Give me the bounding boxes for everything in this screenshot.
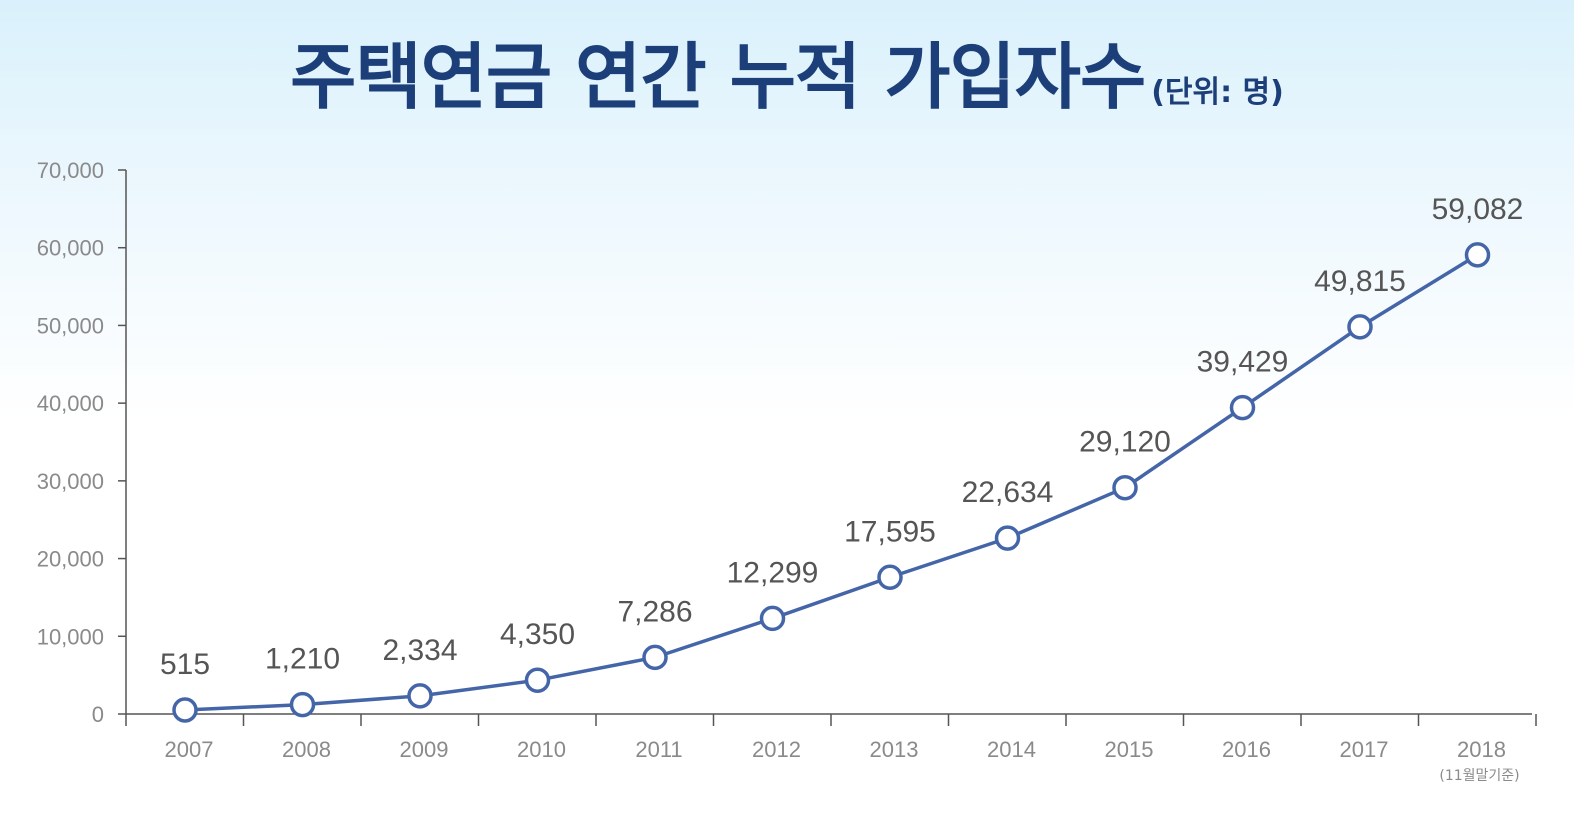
data-point-2014 — [994, 525, 1021, 551]
data-point-2013 — [877, 564, 903, 591]
y-tick-label-5: 50,000 — [37, 313, 104, 338]
data-label-2012: 12,299 — [727, 556, 819, 589]
y-tick-label-1: 10,000 — [37, 624, 104, 649]
x-tick-label-2013: 2013 — [870, 737, 919, 762]
y-tick-label-6: 60,000 — [37, 236, 104, 261]
data-label-2011: 7,286 — [617, 595, 692, 628]
data-label-2009: 2,334 — [382, 634, 457, 667]
chart-unit-label: (단위: 명) — [1151, 75, 1284, 110]
x-tick-label-2016: 2016 — [1222, 737, 1271, 762]
data-label-2008: 1,210 — [265, 643, 340, 676]
y-tick-label-3: 30,000 — [37, 469, 104, 494]
x-tick-label-2015: 2015 — [1105, 737, 1154, 762]
series-line — [184, 253, 1479, 712]
x-axis-note: (11월말기준) — [1439, 768, 1519, 784]
x-tick-label-2014: 2014 — [987, 737, 1036, 762]
x-tick-label-2009: 2009 — [400, 737, 449, 762]
data-point-2009 — [407, 683, 433, 709]
x-tick-label-2008: 2008 — [282, 737, 331, 762]
data-point-2015 — [1112, 474, 1138, 501]
data-label-2018: 59,082 — [1432, 193, 1524, 226]
chart-title: 주택연금 연간 누적 가입자수 (단위: 명) — [0, 18, 1574, 123]
y-tick-label-4: 40,000 — [37, 391, 104, 416]
y-tick-label-2: 20,000 — [37, 547, 104, 572]
y-tick-label-7: 70,000 — [37, 158, 104, 183]
data-label-2010: 4,350 — [500, 618, 575, 651]
x-tick-label-2017: 2017 — [1340, 737, 1389, 762]
data-point-2016 — [1229, 394, 1256, 421]
data-point-2012 — [759, 605, 786, 632]
data-label-2016: 39,429 — [1197, 346, 1289, 379]
y-tick-label-0: 0 — [92, 702, 104, 727]
data-label-2017: 49,815 — [1314, 265, 1406, 298]
data-label-2015: 29,120 — [1079, 426, 1171, 459]
x-tick-label-2012: 2012 — [752, 737, 801, 762]
data-point-2010 — [524, 667, 551, 693]
data-point-2008 — [289, 691, 316, 718]
data-label-2013: 17,595 — [844, 515, 936, 548]
x-tick-label-2010: 2010 — [517, 737, 566, 762]
chart-title-text: 주택연금 연간 누적 가입자수 — [290, 35, 1146, 119]
x-tick-label-2007: 2007 — [165, 737, 214, 762]
data-point-2011 — [642, 644, 668, 671]
x-tick-label-2011: 2011 — [635, 737, 682, 762]
x-tick-label-2018: 2018 — [1457, 737, 1506, 762]
data-point-2007 — [172, 697, 198, 723]
data-point-2017 — [1347, 314, 1373, 340]
data-label-2014: 22,634 — [962, 476, 1054, 509]
data-point-2018 — [1464, 242, 1491, 268]
data-label-2007: 515 — [160, 648, 210, 681]
